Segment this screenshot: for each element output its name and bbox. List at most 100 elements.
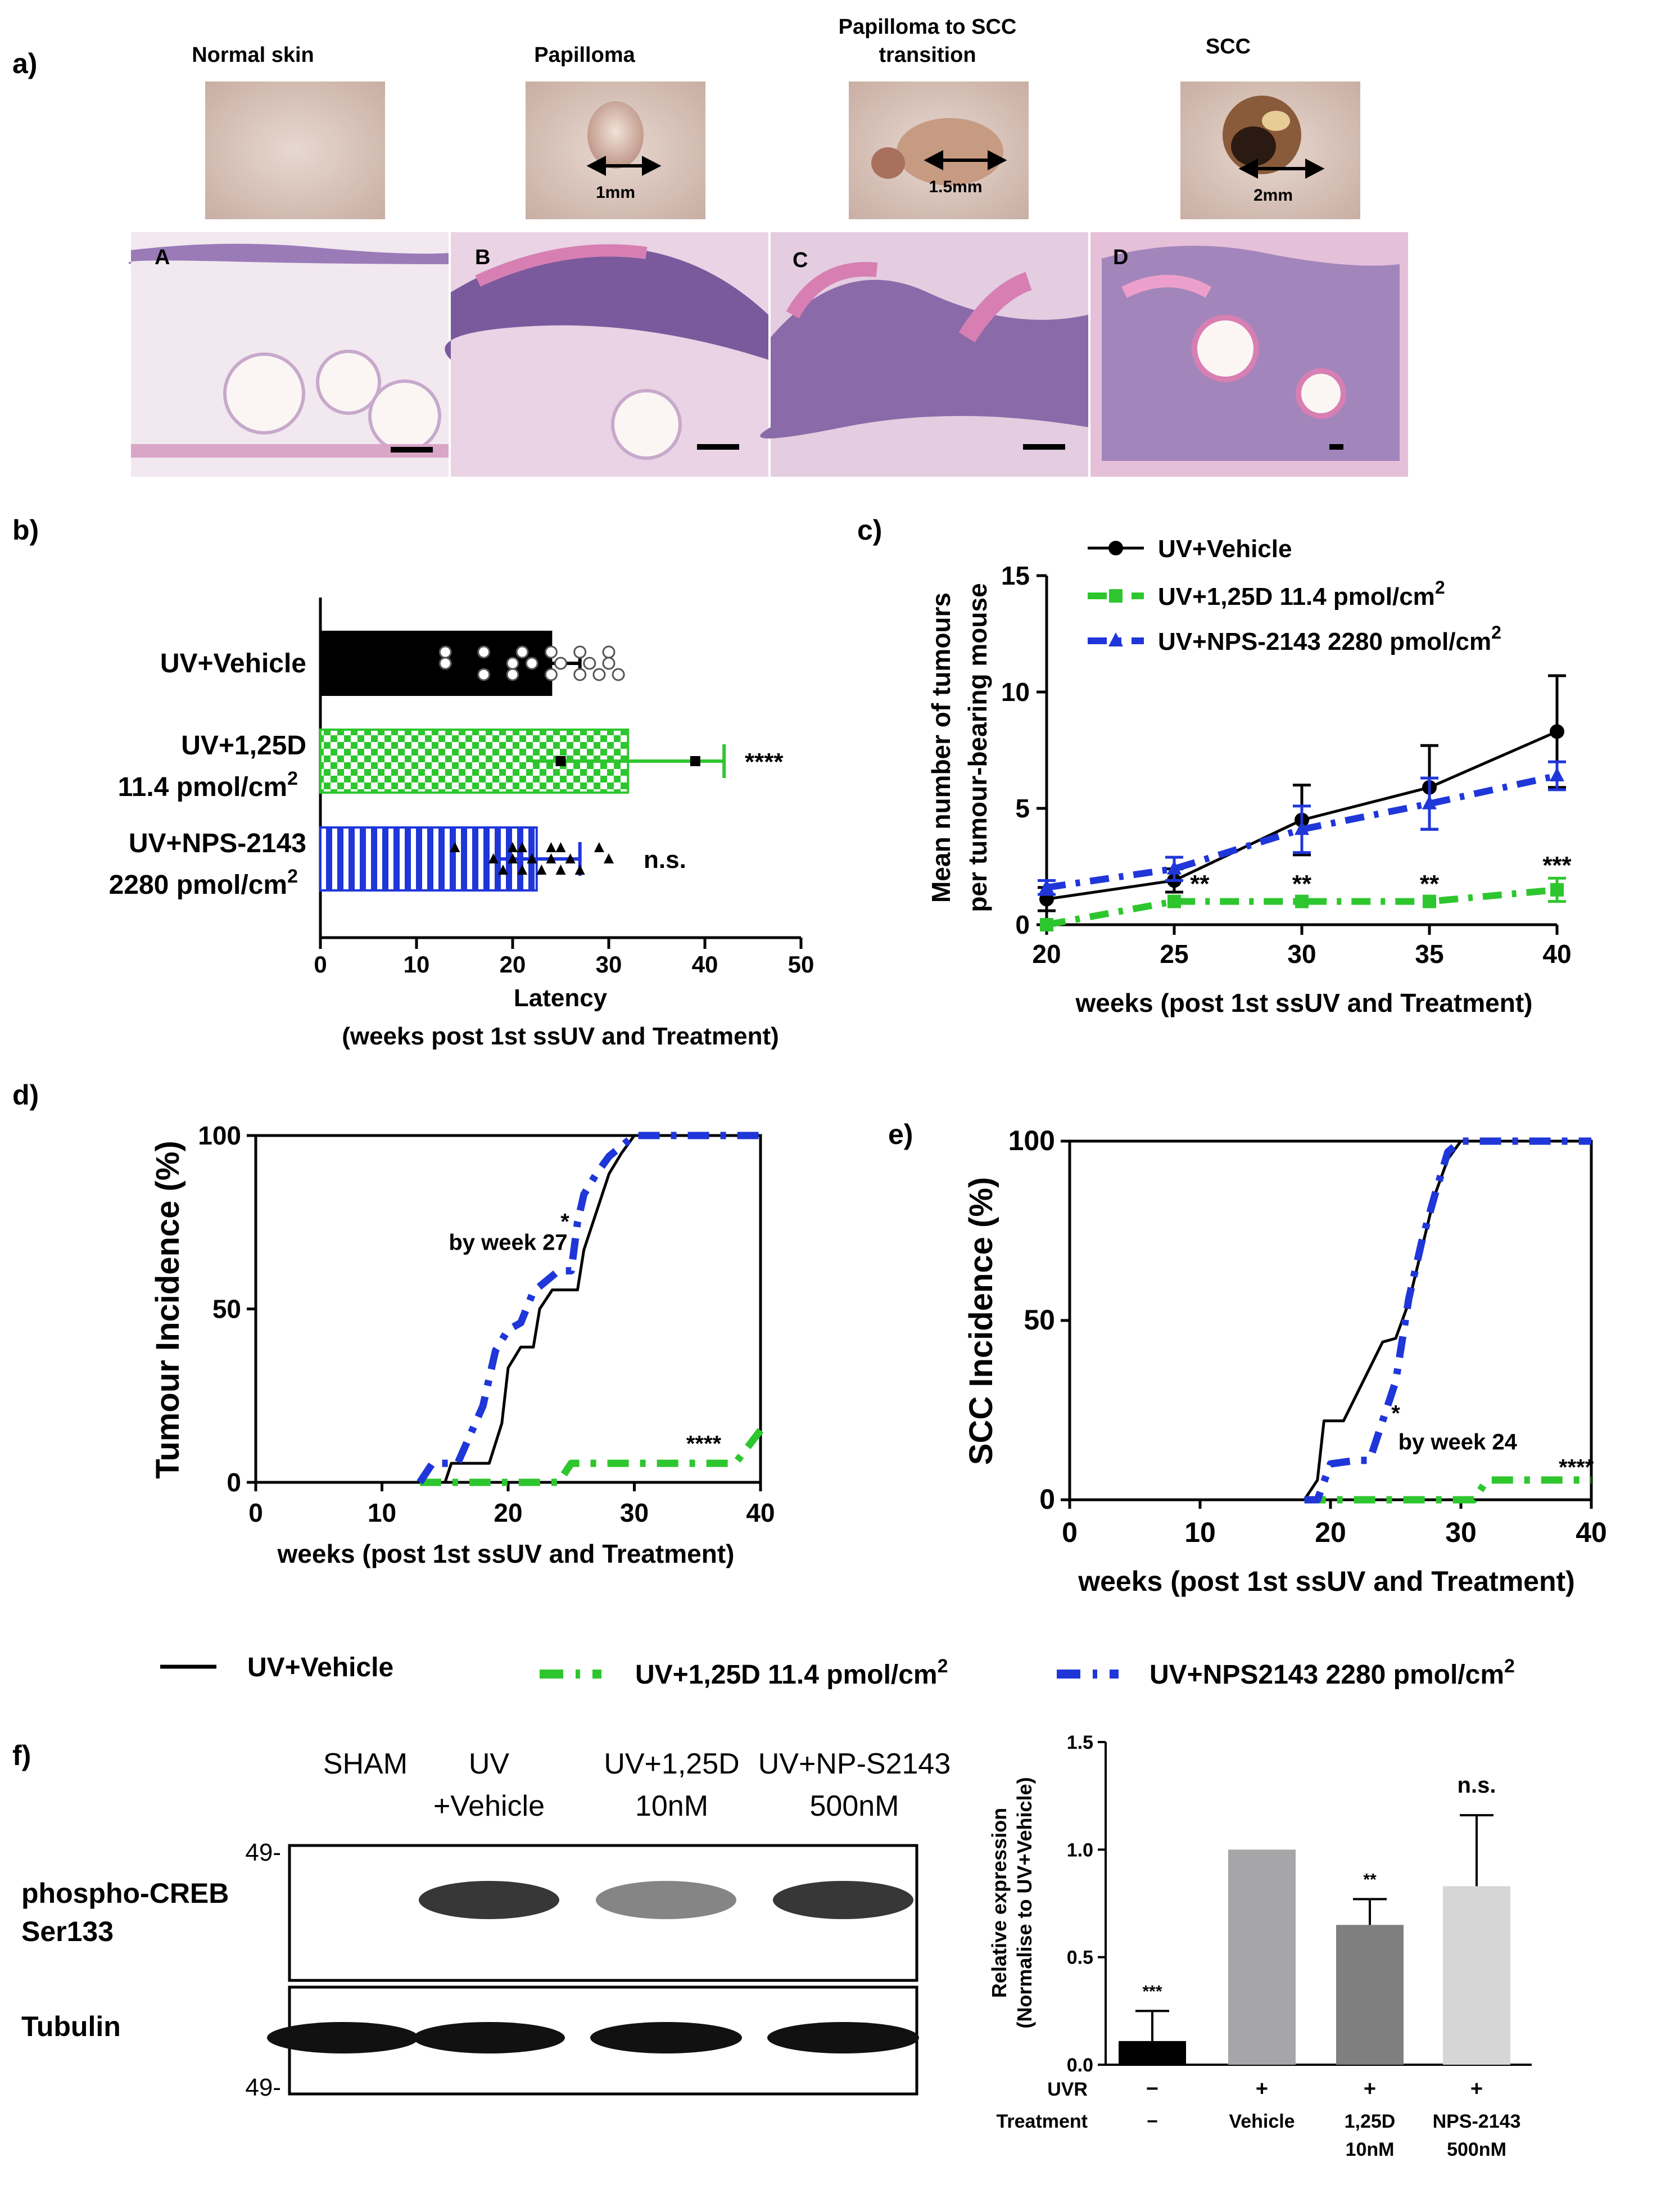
c-ylabel: Mean number of tumours xyxy=(926,592,956,903)
blot-lane-label-3-1: 500nM xyxy=(810,1790,899,1822)
b-point-0-12 xyxy=(573,645,587,659)
f-ylabel: Relative expression xyxy=(988,1808,1011,1998)
panel-d-label: d) xyxy=(12,1079,39,1111)
f-treatment-0-0: − xyxy=(1147,2111,1158,2132)
b-point-1-1 xyxy=(690,756,700,766)
blot-band-creb-3 xyxy=(773,1881,913,1919)
b-xtick-label-0: 0 xyxy=(314,951,327,978)
stage-papilloma: Papilloma xyxy=(534,43,635,67)
histo-letter-b: B xyxy=(475,246,490,269)
e-annotation-2: **** xyxy=(1559,1455,1594,1480)
c-ytick-label-3: 15 xyxy=(1001,561,1030,590)
row-label-creb-2: Ser133 xyxy=(21,1916,114,1947)
e-xlabel: weeks (post 1st ssUV and Treatment) xyxy=(1078,1566,1575,1597)
b-point-0-17 xyxy=(612,668,625,681)
legend-calcitriol-label: UV+1,25D 11.4 pmol/cm2 xyxy=(635,1655,948,1690)
photo-normal-skin xyxy=(205,82,385,219)
b-category-labels: UV+Vehicle UV+1,25D 11.4 pmol/cm2 UV+NPS-21… xyxy=(109,649,306,900)
blot-lane-label-2-1: 10nM xyxy=(635,1790,708,1822)
c-xtick-label-0: 20 xyxy=(1032,939,1061,969)
row-label-creb-1: phospho-CREB xyxy=(21,1878,229,1909)
b-point-0-0 xyxy=(438,645,452,659)
c-xlabel: weeks (post 1st ssUV and Treatment) xyxy=(1075,988,1533,1017)
c-ticks: 20 25 30 35 40 0 5 10 15 xyxy=(1001,561,1572,969)
size-2mm: 2mm xyxy=(1253,186,1293,205)
blot-band-tubulin-1 xyxy=(413,2022,565,2053)
c-legend-label-1: UV+1,25D 11.4 pmol/cm2 xyxy=(1158,577,1445,610)
photo-transition xyxy=(849,82,1029,219)
c-legend-label-0: UV+Vehicle xyxy=(1158,535,1292,563)
blot-lane-label-2-0: UV+1,25D xyxy=(604,1748,739,1780)
b-point-2-15 xyxy=(594,842,604,852)
b-xtick-label-3: 30 xyxy=(596,951,622,978)
f-bar-3 xyxy=(1443,1886,1510,2065)
histology-b xyxy=(445,232,768,477)
marker-49-top: 49- xyxy=(245,1839,281,1866)
c-ytick-label-0: 0 xyxy=(1015,910,1030,939)
d-xtick-label-1: 10 xyxy=(368,1498,396,1527)
f-bar-0 xyxy=(1119,2041,1186,2065)
c-significance-4: *** xyxy=(1542,852,1572,879)
c-point-2-0 xyxy=(1039,879,1054,893)
b-point-0-14 xyxy=(592,668,606,681)
c-legend-marker-2 xyxy=(1108,632,1123,646)
b-point-1-0 xyxy=(555,756,566,766)
b-point-2-16 xyxy=(604,853,614,863)
f-treatment-2-1: 10nM xyxy=(1346,2139,1395,2160)
d-curve-1 xyxy=(419,1428,764,1486)
b-point-0-11 xyxy=(573,668,587,681)
e-ytick-label-0: 0 xyxy=(1039,1483,1055,1515)
f-significance-3: n.s. xyxy=(1458,1773,1496,1798)
f-bar-1 xyxy=(1228,1849,1296,2065)
c-point-2-2 xyxy=(1295,821,1309,835)
b-category-1-line2: 11.4 pmol/cm2 xyxy=(118,768,298,802)
b-point-2-8 xyxy=(536,865,547,875)
size-1-5mm: 1.5mm xyxy=(929,178,982,196)
b-point-0-13 xyxy=(583,657,596,670)
b-xlabel: Latency xyxy=(514,984,608,1012)
marker-49-bottom: 49- xyxy=(245,2074,281,2101)
c-series: *** ** ***** xyxy=(1038,674,1572,931)
f-row-label-uvr: UVR xyxy=(1047,2079,1088,2100)
stage-normal-skin: Normal skin xyxy=(192,43,314,67)
panel-e-label: e) xyxy=(888,1119,913,1150)
b-point-0-10 xyxy=(554,657,567,670)
b-significance-2: n.s. xyxy=(644,846,686,874)
b-significance-1: **** xyxy=(745,748,784,776)
blot-lane-label-1-1: +Vehicle xyxy=(433,1790,545,1822)
e-series: * by week 24 **** xyxy=(1303,1137,1594,1504)
b-point-2-0 xyxy=(450,842,460,852)
histology-d xyxy=(1090,232,1408,477)
blot-lane-labels: SHAM UV +Vehicle UV+1,25D 10nM UV+NP-S2143 500… xyxy=(323,1748,951,1822)
b-x-ticks: 0 10 20 30 40 50 xyxy=(314,938,814,978)
f-ytick-label-2: 1.0 xyxy=(1067,1839,1093,1861)
blot-band-tubulin-3 xyxy=(767,2022,919,2053)
c-point-2-3 xyxy=(1422,795,1437,809)
d-xtick-label-3: 30 xyxy=(620,1498,649,1527)
f-uvr-3: + xyxy=(1470,2077,1483,2101)
blot-band-tubulin-2 xyxy=(590,2022,742,2053)
size-1mm: 1mm xyxy=(596,183,635,202)
f-ylabel2: (Normalise to UV+Vehicle) xyxy=(1013,1777,1036,2028)
shared-legend: UV+Vehicle UV+1,25D 11.4 pmol/cm2 UV+NPS… xyxy=(160,1653,1515,1690)
b-xtick-label-4: 40 xyxy=(692,951,718,978)
c-xtick-label-4: 40 xyxy=(1542,939,1571,969)
panel-d: d) 0 10 20 30 40 0 50 100 *by week 27 **** weeks… xyxy=(12,1079,775,1568)
stage-transition-line2: transition xyxy=(879,43,976,67)
panel-b: b) 0 10 20 30 40 50 UV+Vehicle UV+1,25D 11.4 pm… xyxy=(12,514,814,1050)
f-treatment-2-0: 1,25D xyxy=(1345,2111,1396,2132)
e-annotation-1: by week 24 xyxy=(1399,1430,1518,1455)
row-label-tubulin: Tubulin xyxy=(21,2011,121,2042)
f-ytick-label-1: 0.5 xyxy=(1067,1947,1093,1969)
b-category-2-line2: 2280 pmol/cm2 xyxy=(109,866,298,900)
d-annotation-1: by week 27 xyxy=(449,1231,567,1255)
f-significance-2: ** xyxy=(1363,1870,1377,1889)
blot-band-creb-2 xyxy=(596,1881,736,1919)
d-ticks: 0 10 20 30 40 0 50 100 xyxy=(198,1121,775,1527)
legend-nps-label: UV+NPS2143 2280 pmol/cm2 xyxy=(1149,1655,1515,1690)
blot-lane-label-0-0: SHAM xyxy=(323,1748,408,1780)
b-point-0-3 xyxy=(477,645,491,659)
b-category-1-line1: UV+1,25D xyxy=(181,731,306,761)
b-point-0-7 xyxy=(525,657,538,670)
